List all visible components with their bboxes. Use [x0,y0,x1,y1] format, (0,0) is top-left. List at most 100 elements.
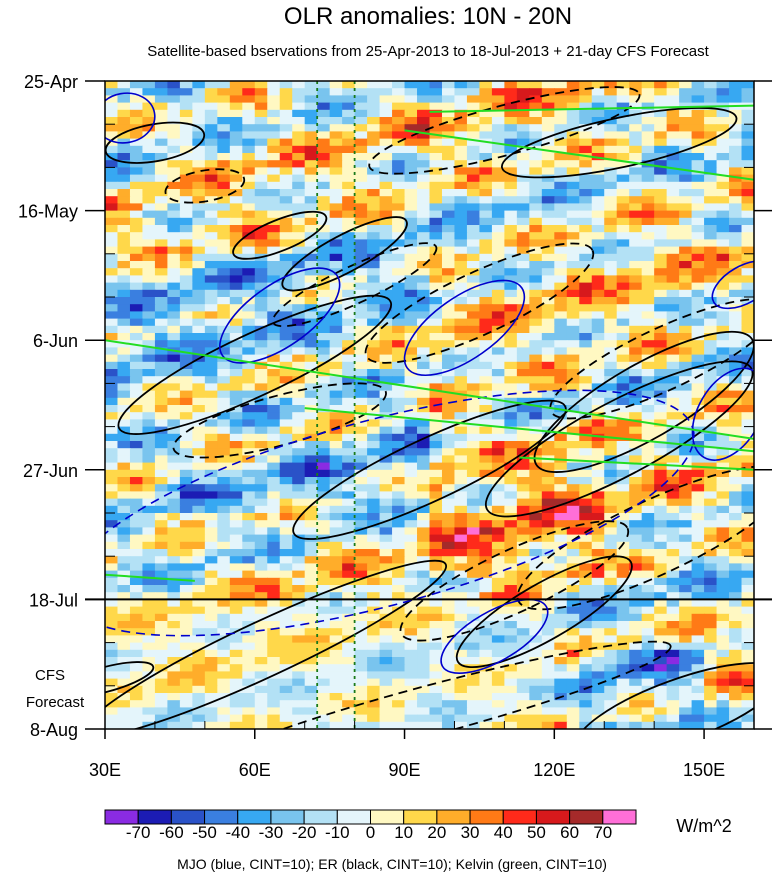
olr-cell [292,333,306,341]
olr-cell [142,102,156,111]
olr-cell [466,81,481,89]
olr-cell [179,117,193,125]
olr-cell [179,635,193,644]
olr-cell [479,167,493,176]
olr-cell [192,426,206,435]
olr-cell [729,181,743,190]
olr-cell [466,491,481,500]
colorbar-swatch [303,809,338,825]
olr-cell [304,649,318,658]
olr-cell [616,138,630,147]
wave-contours [105,86,754,729]
olr-cell [317,657,331,665]
olr-cell [242,102,256,111]
olr-cell [616,210,630,219]
olr-cell [466,613,481,622]
olr-cell [529,268,543,276]
olr-cell [304,678,318,687]
olr-cell [279,462,293,471]
olr-cell [591,685,605,694]
olr-cell [167,664,181,672]
olr-cell [741,217,754,226]
olr-cell [229,210,243,219]
olr-cell [354,88,368,96]
olr-cell [154,635,169,644]
olr-cell [541,232,555,240]
olr-cell [741,239,754,248]
olr-cell [204,153,218,161]
olr-cell [379,117,393,125]
olr-cell [379,455,393,464]
olr-cell [504,642,518,651]
olr-cell [429,167,443,176]
olr-cell [479,333,493,341]
olr-cell [242,189,256,197]
olr-cell [729,707,743,716]
olr-cell [566,354,580,363]
olr-cell [591,462,605,471]
olr-cell [629,570,643,579]
olr-cell [741,304,754,312]
olr-cell [379,628,393,636]
olr-cell [441,577,456,586]
olr-cell [217,707,231,716]
olr-cell [516,196,530,204]
olr-cell [691,693,705,701]
olr-cell [679,383,693,392]
olr-cell [317,433,331,442]
olr-cell [654,671,668,680]
olr-cell [429,707,443,716]
olr-cell [167,700,181,708]
olr-cell [566,433,580,442]
olr-cell [441,160,456,168]
olr-cell [392,657,406,665]
olr-cell [429,153,443,161]
olr-cell [379,527,393,536]
olr-cell [629,678,643,687]
olr-cell [304,253,318,262]
olr-cell [641,253,655,262]
olr-cell [629,282,643,291]
olr-cell [379,160,393,168]
olr-cell [417,484,431,492]
olr-cell [454,693,468,701]
olr-cell [292,592,306,600]
olr-cell [604,606,618,615]
olr-cell [504,304,518,312]
olr-cell [529,707,543,716]
olr-cell [167,671,181,680]
olr-cell [317,527,331,536]
olr-cell [554,700,568,708]
olr-cell [379,347,393,356]
olr-cell [691,513,705,521]
olr-cell [304,613,318,622]
olr-cell [142,592,156,600]
olr-cell [429,419,443,428]
olr-cell [729,441,743,449]
olr-cell [204,232,218,240]
olr-cell [704,325,718,334]
olr-cell [254,534,268,543]
olr-cell [716,678,730,687]
olr-cell [379,462,393,471]
olr-cell [342,549,356,557]
olr-cell [429,563,443,572]
olr-cell [342,297,356,305]
olr-cell [354,527,368,536]
olr-cell [479,304,493,312]
olr-cell [454,253,468,262]
olr-cell [204,484,218,492]
olr-cell [317,405,331,413]
olr-cell [691,628,705,636]
olr-cell [629,455,643,464]
olr-cell [254,491,268,500]
olr-cell [604,635,618,644]
olr-cell [541,592,555,600]
olr-cell [441,462,456,471]
olr-cell [554,297,568,305]
olr-field [105,81,754,729]
olr-cell [716,297,730,305]
olr-cell [217,469,231,478]
olr-cell [616,570,630,579]
olr-cell [154,239,169,248]
